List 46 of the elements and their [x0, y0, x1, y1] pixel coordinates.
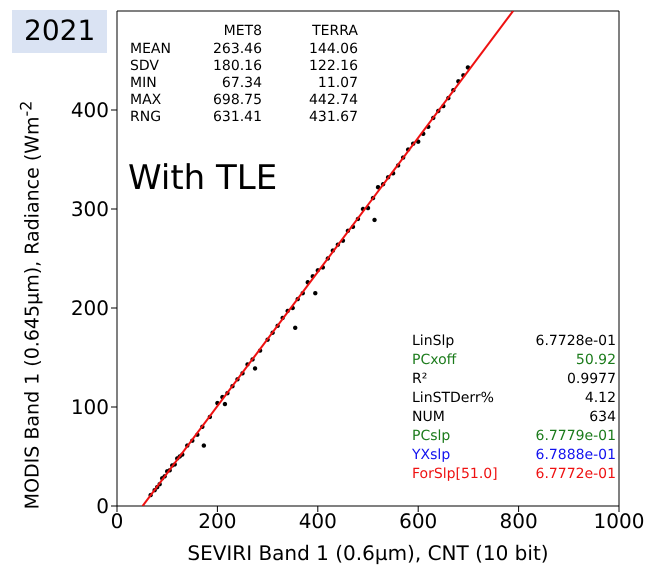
annotation: 50.92	[576, 352, 616, 368]
annotation: 6.7779e-01	[536, 428, 616, 444]
annotation: SDV	[130, 58, 159, 74]
annotation: 6.7888e-01	[536, 447, 616, 464]
y-tick-label: 400	[70, 98, 109, 122]
x-tick-label: 200	[198, 509, 236, 534]
annotation: PCslp	[412, 428, 450, 444]
y-tick-label: 300	[70, 197, 109, 222]
annotation: 631.41	[213, 109, 262, 126]
annotation: MET8	[224, 23, 262, 40]
annotation: 122.16	[309, 58, 358, 74]
annotation: YXslp	[412, 447, 450, 464]
y-tick-label: 0	[96, 494, 109, 518]
annotation: 431.67	[309, 109, 358, 126]
x-tick-label: 1000	[594, 509, 644, 534]
annotation: NUM	[412, 409, 445, 426]
annotation: With TLE	[128, 158, 278, 198]
annotation: 442.74	[309, 92, 358, 108]
annotation: LinSlp	[412, 333, 454, 350]
annotation: 634	[589, 409, 616, 426]
x-axis-title: SEVIRI Band 1 (0.6μm), CNT (10 bit)	[187, 541, 549, 565]
annotation: 0.9977	[567, 371, 616, 388]
y-tick-label: 200	[70, 296, 109, 320]
annotation: PCxoff	[412, 352, 456, 368]
x-tick-label: 600	[399, 509, 438, 534]
annotation: MEAN	[130, 41, 171, 58]
annotation: 180.16	[213, 58, 262, 74]
y-tick-label: 100	[70, 395, 109, 420]
annotation: 144.06	[309, 41, 358, 58]
annotation: ForSlp[51.0]	[412, 466, 498, 482]
annotation: 11.07	[318, 75, 358, 92]
annotation: TERRA	[312, 23, 358, 40]
annotation: 67.34	[222, 75, 262, 92]
annotation: R²	[412, 371, 428, 388]
annotation: MIN	[130, 75, 157, 92]
annotation: 6.7728e-01	[536, 333, 616, 350]
annotation: MAX	[130, 92, 162, 108]
annotation: 6.7772e-01	[536, 466, 616, 482]
annotation: RNG	[130, 109, 162, 126]
annotation: 4.12	[584, 390, 616, 406]
text: 2021	[12, 10, 108, 53]
x-tick-label: 800	[500, 509, 538, 534]
annotation: LinSTDerr%	[412, 390, 494, 406]
x-tick-label: 400	[298, 509, 337, 534]
annotation: 263.46	[213, 41, 262, 58]
annotation: 698.75	[213, 92, 262, 108]
